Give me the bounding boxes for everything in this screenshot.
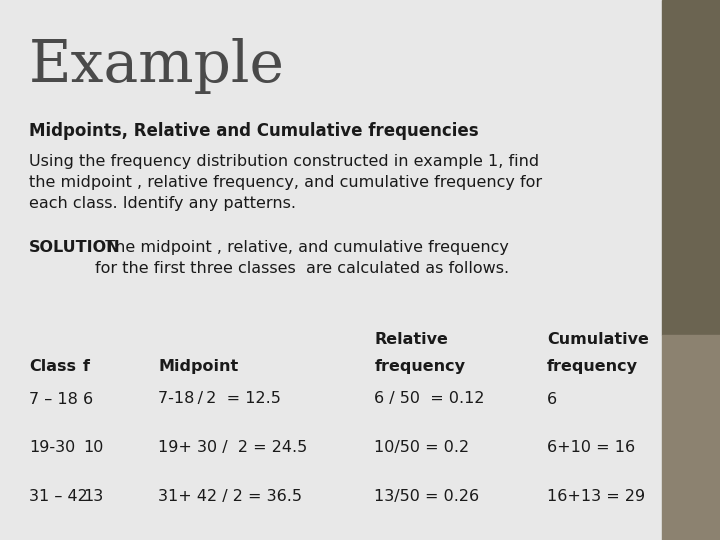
Text: SOLUTION: SOLUTION	[29, 240, 120, 255]
Text: f: f	[83, 359, 90, 374]
Text: 7-18 / 2  = 12.5: 7-18 / 2 = 12.5	[158, 392, 282, 407]
Text: frequency: frequency	[547, 359, 638, 374]
Text: Midpoints, Relative and Cumulative frequencies: Midpoints, Relative and Cumulative frequ…	[29, 122, 478, 139]
Text: 6: 6	[547, 392, 557, 407]
Text: 13/50 = 0.26: 13/50 = 0.26	[374, 489, 480, 504]
Text: The midpoint , relative, and cumulative frequency
for the first three classes  a: The midpoint , relative, and cumulative …	[95, 240, 509, 276]
Text: 16+13 = 29: 16+13 = 29	[547, 489, 645, 504]
Text: 31+ 42 / 2 = 36.5: 31+ 42 / 2 = 36.5	[158, 489, 302, 504]
Text: Midpoint: Midpoint	[158, 359, 238, 374]
Text: Using the frequency distribution constructed in example 1, find
the midpoint , r: Using the frequency distribution constru…	[29, 154, 542, 211]
Text: 19+ 30 /  2 = 24.5: 19+ 30 / 2 = 24.5	[158, 440, 307, 455]
Text: Example: Example	[29, 38, 285, 94]
Text: 6 / 50  = 0.12: 6 / 50 = 0.12	[374, 392, 485, 407]
Text: 31 – 42: 31 – 42	[29, 489, 88, 504]
Text: Relative: Relative	[374, 332, 449, 347]
Text: Class: Class	[29, 359, 76, 374]
Text: 19-30: 19-30	[29, 440, 75, 455]
Text: frequency: frequency	[374, 359, 465, 374]
Text: 6+10 = 16: 6+10 = 16	[547, 440, 635, 455]
Text: 6: 6	[83, 392, 93, 407]
Text: 10: 10	[83, 440, 103, 455]
Text: 10/50 = 0.2: 10/50 = 0.2	[374, 440, 469, 455]
Text: 13: 13	[83, 489, 103, 504]
Text: 7 – 18: 7 – 18	[29, 392, 78, 407]
Text: Cumulative: Cumulative	[547, 332, 649, 347]
